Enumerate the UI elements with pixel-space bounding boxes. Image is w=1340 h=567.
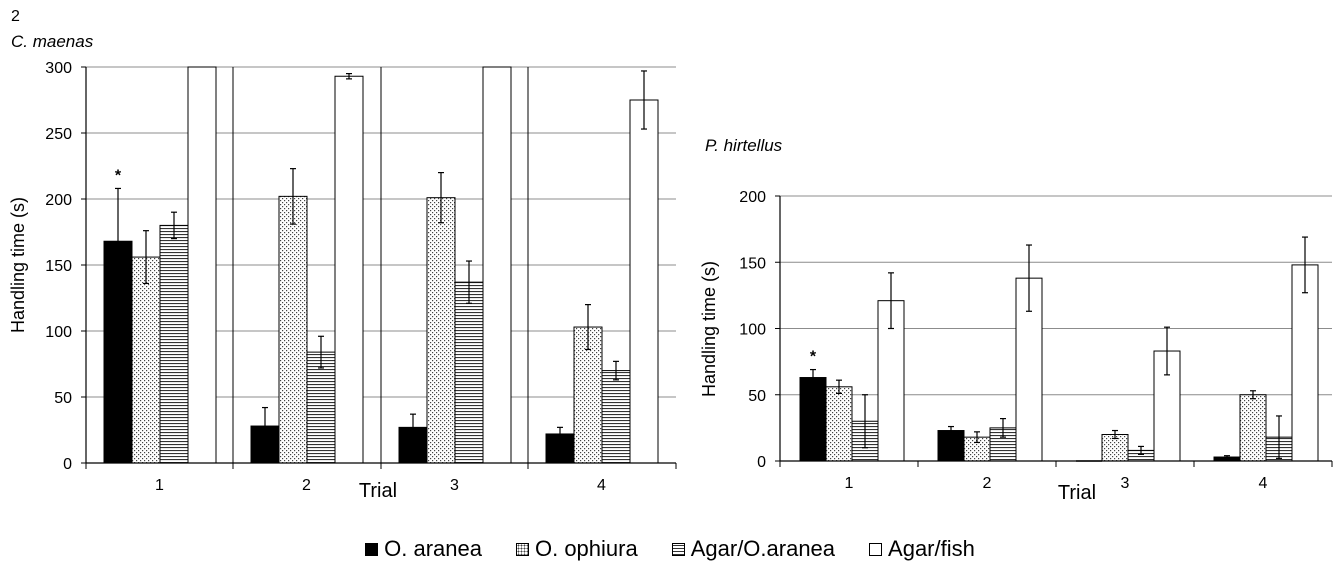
chart-title: P. hirtellus [705,136,783,155]
bar-agar-o-aranea-trial-2 [306,351,336,464]
y-tick-label: 100 [45,324,72,341]
bar-agar-fish-trial-4 [629,99,659,464]
y-tick-label: 250 [45,126,72,143]
bar-o-ophiura-trial-1 [131,256,161,464]
bar-agar-fish-trial-4 [1291,264,1319,462]
y-tick-label: 50 [748,388,766,405]
y-tick-label: 0 [63,456,72,473]
x-tick-label: 3 [450,477,459,494]
bar-agar-o-aranea-trial-3 [454,281,484,464]
y-tick-label: 200 [739,189,766,206]
legend-item-o-ophiura: O. ophiura [515,536,638,562]
figure-number: 2 [11,8,20,25]
x-axis-title: Trial [359,480,397,502]
bar-agar-o-aranea-trial-4 [601,370,631,464]
legend-item-agar-o-aranea: Agar/O.aranea [671,536,836,562]
legend-swatch-dots-icon [515,542,529,556]
chart-title: C. maenas [11,32,94,51]
legend-swatch-white-icon [869,542,883,556]
x-tick-label: 4 [597,477,606,494]
bar-o-ophiura-trial-2 [278,195,308,464]
y-tick-label: 150 [45,258,72,275]
y-axis-title: Handling time (s) [8,197,28,333]
y-tick-label: 200 [45,192,72,209]
legend-swatch-solid-icon [365,542,379,556]
x-tick-label: 3 [1121,475,1130,492]
y-tick-label: 100 [739,322,766,339]
legend: O. aranea O. ophiura Agar/O.aranea Agar/… [0,536,1340,562]
bar-agar-fish-trial-1 [187,66,217,464]
legend-label: O. aranea [384,536,482,561]
bar-o-ophiura-trial-1 [825,386,853,462]
bar-agar-fish-trial-2 [334,75,364,464]
y-tick-label: 150 [739,255,766,272]
x-tick-label: 2 [983,475,992,492]
legend-item-o-aranea: O. aranea [365,536,482,562]
legend-swatch-hlines-icon [671,542,685,556]
bar-o-ophiura-trial-4 [1239,394,1267,462]
x-axis-title: Trial [1058,482,1096,504]
y-tick-label: 300 [45,60,72,77]
y-tick-label: 50 [54,390,72,407]
bar-agar-fish-trial-3 [482,66,512,464]
legend-label: O. ophiura [534,536,638,561]
x-tick-label: 1 [155,477,164,494]
x-tick-label: 4 [1259,475,1268,492]
x-tick-label: 2 [302,477,311,494]
y-axis-title: Handling time (s) [699,261,719,397]
bar-agar-o-aranea-trial-1 [159,224,189,464]
legend-item-agar-fish: Agar/fish [869,536,975,562]
legend-label: Agar/fish [888,536,975,561]
significance-marker: * [810,349,817,366]
bar-o-ophiura-trial-3 [426,197,456,464]
legend-label: Agar/O.aranea [690,536,836,561]
significance-marker: * [115,167,122,184]
x-tick-label: 1 [845,475,854,492]
y-tick-label: 0 [757,454,766,471]
bar-o-aranea-trial-1 [799,377,827,462]
